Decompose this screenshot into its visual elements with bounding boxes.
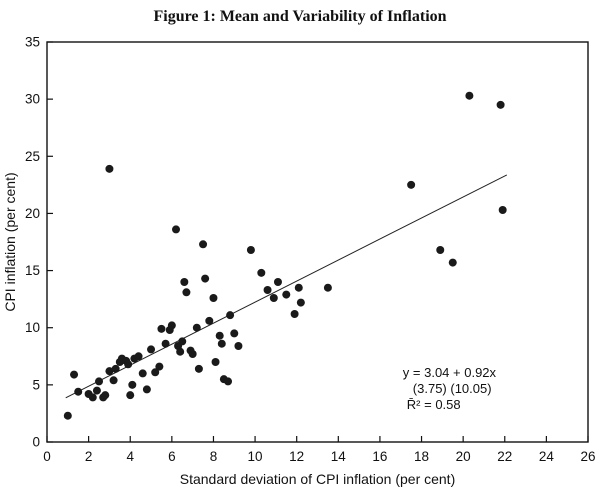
scatter-point <box>157 324 166 333</box>
scatter-point <box>176 347 185 356</box>
scatter-point <box>498 206 507 214</box>
x-tick-label: 2 <box>85 449 93 464</box>
scatter-point <box>167 321 176 330</box>
scatter-point <box>95 377 104 386</box>
scatter-point <box>111 364 120 373</box>
plot-border <box>46 41 589 443</box>
x-tick-label: 20 <box>456 449 471 464</box>
scatter-point <box>273 278 282 286</box>
scatter-point <box>128 380 137 389</box>
scatter-point <box>101 391 110 400</box>
x-tick-label: 8 <box>210 449 218 464</box>
scatter-point <box>142 385 151 394</box>
scatter-point <box>88 393 97 402</box>
scatter-point <box>109 376 118 385</box>
scatter-point <box>138 369 147 378</box>
scatter-point <box>263 286 272 294</box>
scatter-point <box>257 268 266 277</box>
scatter-point <box>172 225 181 234</box>
scatter-point <box>230 329 239 338</box>
scatter-point <box>126 391 135 400</box>
scatter-point <box>211 358 220 366</box>
scatter-point <box>290 310 299 318</box>
scatter-point <box>63 411 72 420</box>
x-tick-label: 12 <box>289 449 304 464</box>
x-tick-label: 22 <box>497 449 512 464</box>
scatter-point <box>105 164 114 173</box>
figure-title: Figure 1: Mean and Variability of Inflat… <box>153 8 447 25</box>
scatter-point <box>224 377 233 386</box>
x-tick-label: 0 <box>43 449 51 464</box>
scatter-point <box>74 387 83 396</box>
y-tick-label: 25 <box>25 149 40 164</box>
y-axis-title: CPI inflation (per cent) <box>2 172 18 311</box>
scatter-point <box>296 298 305 307</box>
y-tick-label: 10 <box>25 320 40 335</box>
scatter-point <box>178 337 187 346</box>
scatter-point <box>92 386 101 395</box>
scatter-point <box>182 288 191 297</box>
scatter-point <box>161 339 170 348</box>
y-tick-label: 15 <box>25 263 40 278</box>
x-tick-label: 14 <box>331 449 347 464</box>
scatter-chart: 0 2 4 6 8 10 12 14 16 18 20 22 24 2605101520253035Sta… <box>2 35 596 488</box>
scatter-point <box>226 311 235 320</box>
x-tick-label: 16 <box>372 449 387 464</box>
scatter-point <box>192 323 201 332</box>
scatter-point <box>234 342 243 350</box>
x-tick-label: 10 <box>248 449 263 464</box>
scatter-point <box>105 367 114 376</box>
annotation-line: y = 3.04 + 0.92x <box>403 365 497 380</box>
scatter-point <box>134 352 143 361</box>
scatter-point <box>215 331 224 340</box>
scatter-point <box>436 246 445 254</box>
x-tick-label: 6 <box>168 449 176 464</box>
scatter-point <box>282 290 291 299</box>
x-tick-label: 18 <box>414 449 429 464</box>
scatter-point <box>180 278 189 286</box>
scatter-point <box>201 274 210 283</box>
scatter-point <box>205 316 214 325</box>
scatter-point <box>448 258 457 267</box>
scatter-point <box>323 283 332 292</box>
scatter-point <box>246 246 255 254</box>
x-tick-label: 24 <box>539 449 555 464</box>
scatter-point <box>209 294 218 302</box>
x-tick-label: 26 <box>580 449 595 464</box>
y-tick-label: 5 <box>32 377 40 392</box>
scatter-point <box>124 360 133 369</box>
y-tick-label: 20 <box>25 206 40 221</box>
scatter-point <box>465 91 474 100</box>
scatter-point <box>407 180 416 189</box>
x-axis-title: Standard deviation of CPI inflation (per… <box>180 471 456 487</box>
scatter-point <box>496 100 505 109</box>
scatter-point <box>151 368 160 377</box>
y-tick-label: 30 <box>25 92 40 107</box>
scatter-point <box>147 345 156 354</box>
y-tick-label: 35 <box>25 35 40 50</box>
scatter-point <box>70 370 79 379</box>
scatter-point <box>269 294 278 302</box>
scatter-point <box>294 283 303 292</box>
regression-line <box>65 174 508 399</box>
scatter-point <box>199 240 208 249</box>
scatter-point <box>155 362 164 371</box>
y-tick-label: 0 <box>32 435 40 450</box>
scatter-point <box>188 350 197 358</box>
scatter-point <box>217 339 226 348</box>
annotation-line: R̄² = 0.58 <box>407 397 461 412</box>
scatter-point <box>194 364 203 373</box>
annotation-line: (3.75) (10.05) <box>413 381 492 396</box>
x-tick-label: 4 <box>126 449 134 464</box>
